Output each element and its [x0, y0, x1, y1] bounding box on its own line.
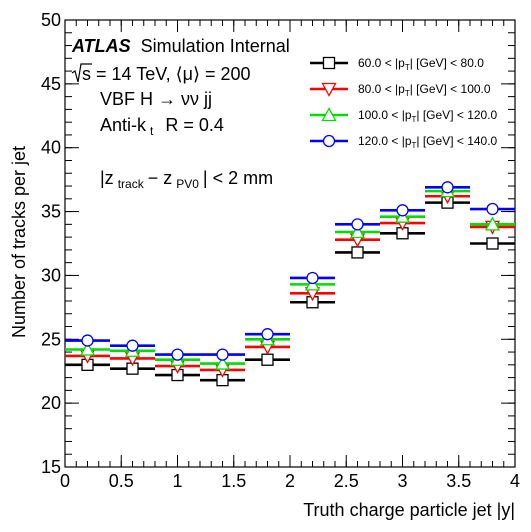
data-point: [484, 216, 501, 231]
legend-entry: 120.0 < |pT| [GeV] < 140.0: [310, 134, 498, 150]
data-point: [351, 246, 364, 259]
x-tick-label: 0: [60, 471, 70, 491]
legend-marker: [322, 56, 336, 70]
y-tick-label: 35: [41, 202, 61, 222]
energy-annotation: s = 14 TeV, ⟨μ⟩ = 200: [71, 63, 251, 84]
legend-label: 60.0 < |pT| [GeV] < 80.0: [358, 56, 484, 72]
x-tick-label: 3.5: [446, 471, 471, 491]
legend-marker: [321, 107, 337, 122]
atlas-label: ATLAS Simulation Internal: [71, 36, 290, 56]
data-point: [486, 202, 499, 216]
y-tick-label: 40: [41, 138, 61, 158]
legend-label: 80.0 < |pT| [GeV] < 100.0: [358, 82, 491, 98]
algo-annotation: Anti-k t R = 0.4: [100, 115, 224, 139]
cut-annotation: |z track − z PV0 | < 2 mm: [100, 168, 273, 192]
y-tick-label: 30: [41, 265, 61, 285]
series-layer: [65, 181, 515, 387]
legend-entry: 80.0 < |pT| [GeV] < 100.0: [310, 82, 491, 98]
data-point: [126, 339, 139, 352]
y-tick-label: 45: [41, 74, 61, 94]
x-tick-label: 1: [172, 471, 182, 491]
data-point: [351, 218, 364, 231]
legend: 60.0 < |pT| [GeV] < 80.0 80.0 < |pT| [GeV…: [310, 56, 498, 150]
legend-label: 100.0 < |pT| [GeV] < 120.0: [358, 108, 498, 124]
data-point: [486, 237, 499, 250]
y-tick-label: 20: [41, 393, 61, 413]
axis-ticks: 0 0.5 1 1.5 2 2.5 3 3.5 4 15 20 25 30 35 40 45 50: [41, 10, 520, 491]
x-tick-label: 2.5: [334, 471, 359, 491]
legend-entry: 100.0 < |pT| [GeV] < 120.0: [310, 107, 498, 124]
legend-marker: [322, 134, 336, 148]
x-tick-label: 1.5: [221, 471, 246, 491]
x-tick-label: 3: [397, 471, 407, 491]
legend-marker: [321, 82, 337, 97]
y-axis-title: Number of tracks per jet: [9, 146, 29, 338]
y-tick-label: 25: [41, 329, 61, 349]
x-axis-title: Truth charge particle jet |y|: [303, 500, 515, 520]
y-tick-label: 15: [41, 457, 61, 477]
series-4: [65, 181, 515, 361]
data-point: [261, 353, 274, 366]
process-annotation: VBF H → νν jj: [100, 89, 212, 109]
data-point: [396, 204, 409, 217]
data-point: [171, 348, 184, 361]
data-point: [261, 328, 274, 341]
data-point: [349, 224, 366, 239]
energy-text: s = 14 TeV, ⟨μ⟩ = 200: [82, 64, 251, 84]
data-point: [306, 271, 319, 285]
data-point: [81, 334, 94, 347]
data-point: [216, 348, 229, 361]
sqrt-symbol: [71, 63, 92, 83]
data-point: [214, 355, 231, 370]
data-point: [79, 341, 96, 356]
legend-label: 120.0 < |pT| [GeV] < 140.0: [358, 134, 498, 150]
x-tick-label: 4: [510, 471, 520, 491]
x-tick-label: 2: [285, 471, 295, 491]
y-tick-label: 50: [41, 10, 61, 30]
x-tick-label: 0.5: [109, 471, 134, 491]
data-point: [441, 181, 454, 194]
legend-entry: 60.0 < |pT| [GeV] < 80.0: [310, 56, 484, 72]
